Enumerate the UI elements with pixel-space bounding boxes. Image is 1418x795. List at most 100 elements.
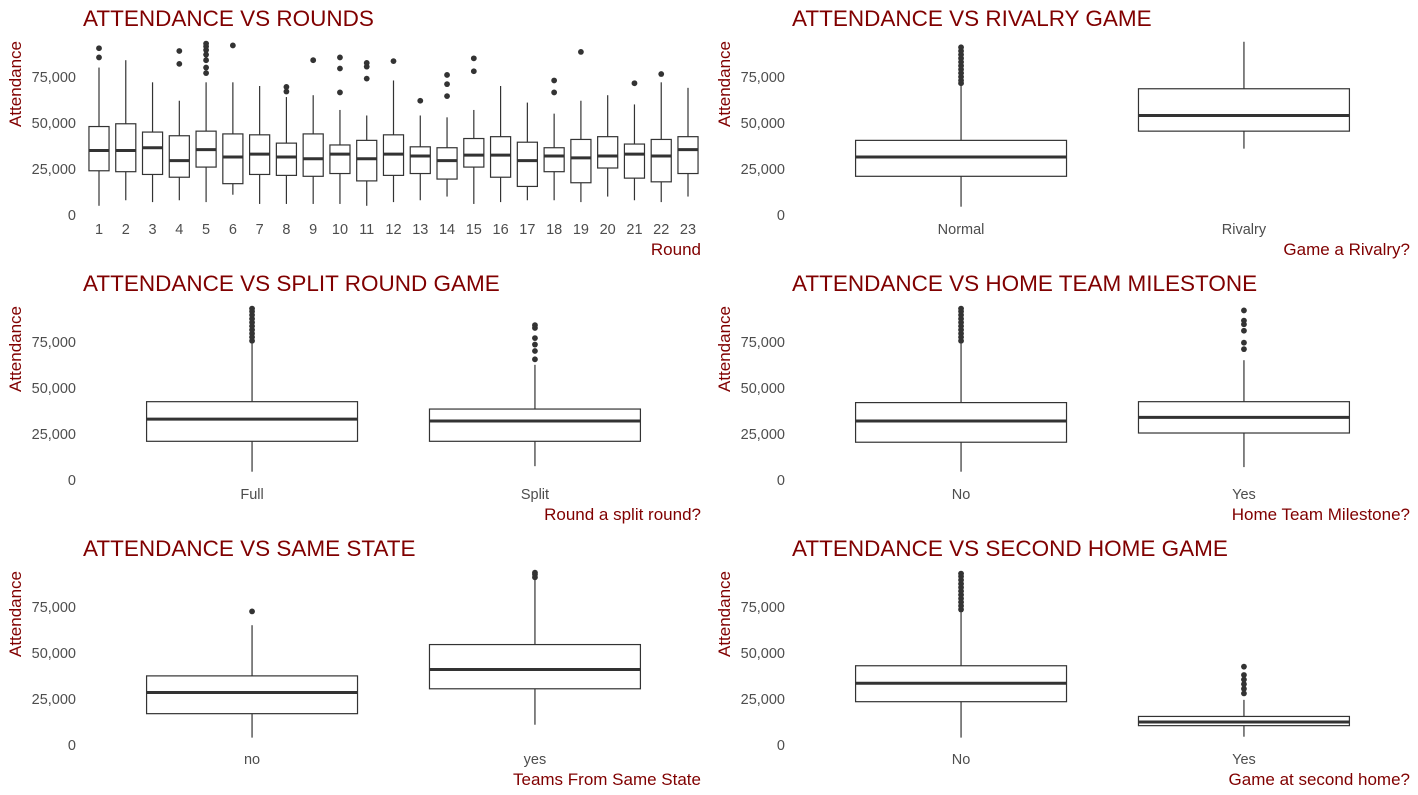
y-tick-label: 25,000 [741,427,785,443]
x-axis-label: Game at second home? [1229,770,1410,789]
outlier-point [96,54,102,61]
x-tick-label: Normal [938,222,985,238]
box-No [854,305,1068,472]
x-tick-label: Yes [1232,487,1256,503]
iqr-box [516,141,539,188]
box-6 [222,42,244,195]
outlier-point [1241,672,1247,678]
outlier-point [229,42,236,49]
outlier-point [470,55,477,62]
y-tick-label: 75,000 [32,600,76,616]
y-tick-label: 50,000 [32,646,76,662]
x-tick-label: 2 [122,222,130,238]
box-2 [115,60,137,201]
outlier-point [1241,317,1247,324]
box-Split [428,322,642,467]
x-axis-label: Home Team Milestone? [1232,505,1410,524]
outlier-point [203,57,209,64]
box-Full [145,305,359,472]
y-tick-label: 50,000 [741,381,785,397]
box-4 [168,48,190,201]
outlier-point [249,305,255,312]
iqr-box [115,123,137,173]
outlier-point [658,71,665,77]
box-Normal [854,44,1068,207]
outlier-point [444,81,450,88]
chart-panel-6: ATTENDANCE VS SECOND HOME GAME Attendance… [715,536,1410,789]
outlier-point [337,89,343,96]
y-tick-label: 25,000 [32,692,76,708]
y-axis-label: Attendance [715,306,734,392]
chart-title: ATTENDANCE VS SAME STATE [83,536,416,561]
y-tick-label: 75,000 [741,70,785,86]
outlier-point [631,80,638,87]
x-tick-label: yes [524,752,547,768]
outlier-point [203,64,209,71]
iqr-box [302,133,324,177]
x-tick-label: 8 [282,222,290,238]
chart-title: ATTENDANCE VS RIVALRY GAME [792,6,1152,31]
iqr-box [275,142,298,176]
y-axis-label: Attendance [715,41,734,127]
y-tick-label: 75,000 [32,335,76,351]
x-axis-label: Game a Rivalry? [1283,240,1410,259]
x-tick-label: 14 [439,222,455,238]
box-17 [516,102,539,201]
outlier-point [1241,307,1247,314]
box-16 [489,85,512,203]
y-tick-label: 25,000 [32,162,76,178]
iqr-box [463,137,485,168]
outlier-point [444,72,450,78]
outlier-point [1241,685,1247,692]
iqr-box [329,144,351,175]
outlier-point [1241,690,1247,697]
outlier-point [532,569,538,576]
x-tick-label: 16 [493,222,509,238]
outlier-point [363,60,370,66]
x-axis-label: Teams From Same State [513,770,701,789]
box-9 [302,57,324,204]
outlier-point [1241,663,1247,670]
x-tick-label: 11 [359,222,374,238]
outlier-point [1241,681,1247,688]
box-yes [428,569,642,725]
box-18 [543,77,565,201]
box-no [145,608,359,738]
box-7 [248,85,271,204]
x-tick-label: 18 [546,222,562,238]
box-1 [88,45,110,206]
y-axis-label: Attendance [715,571,734,657]
iqr-box [543,147,565,173]
x-tick-label: 3 [149,222,157,238]
x-tick-label: 7 [256,222,264,238]
x-tick-label: 15 [466,222,482,238]
y-tick-label: 25,000 [741,692,785,708]
y-tick-label: 0 [777,208,785,224]
outlier-point [203,40,209,47]
outlier-point [1241,346,1247,353]
y-tick-label: 0 [777,738,785,754]
box-10 [329,54,351,204]
y-tick-label: 50,000 [741,116,785,132]
chart-panel-4: ATTENDANCE VS HOME TEAM MILESTONE Attenda… [715,271,1410,524]
x-tick-label: 6 [229,222,237,238]
x-tick-label: 9 [309,222,317,238]
y-axis-label: Attendance [6,571,25,657]
outlier-point [203,51,209,58]
y-tick-label: 50,000 [32,381,76,397]
box-13 [409,97,431,201]
box-19 [570,49,592,203]
x-axis-label: Round a split round? [544,505,701,524]
chart-title: ATTENDANCE VS ROUNDS [83,6,374,31]
outlier-point [551,77,558,84]
outlier-point [532,356,538,363]
y-axis-label: Attendance [6,41,25,127]
outlier-point [958,570,964,577]
y-tick-label: 25,000 [741,162,785,178]
x-tick-label: 5 [202,222,210,238]
iqr-box [436,147,458,180]
box-11 [356,60,378,206]
outlier-point [337,65,343,72]
x-tick-label: 20 [600,222,616,238]
x-tick-label: 13 [412,222,428,238]
